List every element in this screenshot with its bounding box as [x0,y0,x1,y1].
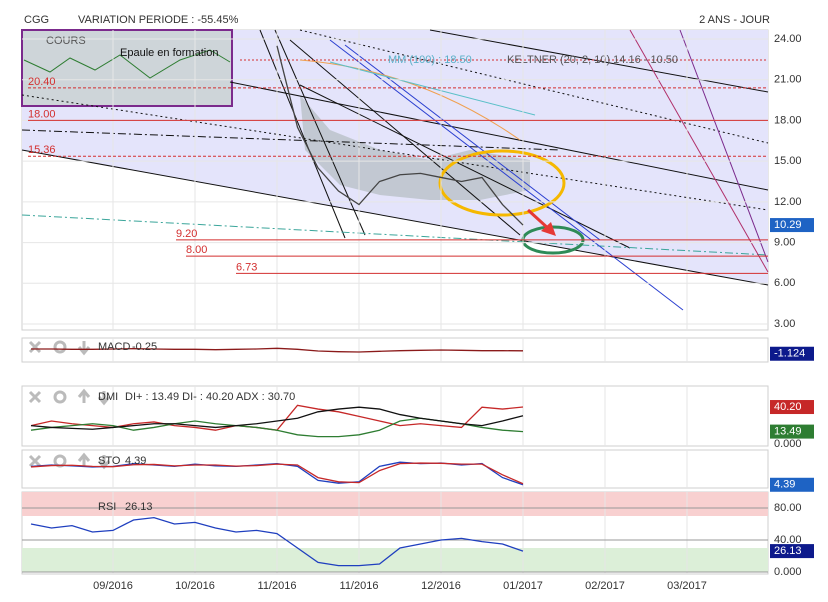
pane-header: -0.25 [132,341,157,353]
x-tick-label: 11/2016 [258,580,297,592]
highlight-ellipse [438,149,566,217]
drawings [21,29,769,311]
pane-title: MACD [98,341,130,353]
y-tick-label: 9.00 [774,236,795,248]
pane-title: STO [98,455,121,467]
blue-line [344,44,601,241]
last-value-box [770,477,814,492]
dotted-line [299,29,769,144]
legend-entry: COURS [46,35,86,47]
level-label: 15.36 [28,144,56,156]
last-value-label: 4.39 [774,479,795,491]
zone [22,492,768,516]
series-line [30,406,524,430]
x-tick-label: 09/2016 [93,580,133,592]
last-value-box [770,218,814,233]
series-line [31,347,524,353]
level-label: 18.00 [28,108,56,120]
pane-title: RSI [98,501,116,513]
last-value-label: 13.49 [774,426,802,438]
level-label: 9.20 [176,228,197,240]
level-label: 6.73 [236,261,257,273]
icons [28,388,111,406]
last-value-label: 10.29 [774,219,802,231]
series-line [30,516,524,567]
y-tick-label: 3.00 [774,318,795,330]
keltner-band [300,95,530,200]
pane-header: 4.39 [125,455,146,467]
pane-title: DMI [98,391,118,403]
dashdot-line [21,214,769,256]
pane-header: DI+ : 13.49 DI- : 40.20 ADX : 30.70 [125,391,295,403]
last-value-box [770,544,814,559]
last-value-box [770,346,814,361]
level-label: 8.00 [186,244,207,256]
x-tick-label: 03/2017 [667,580,707,592]
y-tick-label: 80.00 [774,502,802,514]
x-tick-label: 01/2017 [503,580,543,592]
mm100-curve [299,59,521,141]
y-tick-label: 40.00 [774,534,802,546]
y-tick-label: 12.00 [774,196,802,208]
pattern-box [21,29,233,107]
subtitle: VARIATION PERIODE : -55.45% [78,14,239,26]
level-label: 20.40 [28,76,56,88]
pink-line [629,29,769,273]
last-value-box [770,400,814,415]
indicator-label: MM (100) : 18.50 [388,54,472,66]
x-tick-label: 12/2016 [421,580,461,592]
y-tick-label: 15.00 [774,155,802,167]
x-tick-label: 11/2016 [340,580,379,592]
trend-line [229,81,769,191]
macd-pane [21,337,769,363]
chart-title: CGG [24,14,49,26]
last-value-box [770,424,814,439]
arrow-head [541,222,556,236]
inset-line [23,49,231,79]
teal-line [329,61,536,116]
last-value-label: 40.20 [774,401,802,413]
dmi-pane [21,385,769,447]
y-tick-label: 24.00 [774,33,802,45]
pane-header: 26.13 [125,501,153,513]
trend-line [21,149,769,286]
sto-pane [21,449,769,489]
series-line [276,45,524,226]
x-tick-label: 02/2017 [585,580,625,592]
y-tick-label: 21.00 [774,74,802,86]
indicator-label: KELTNER (20, 2, 10) 14.16 - 10.50 [507,54,678,66]
y-tick-label: 0.000 [774,438,802,450]
annotation: Epaule en formation [120,47,218,59]
trend-line [274,29,366,236]
period: 2 ANS - JOUR [699,14,770,26]
blue-line [329,39,684,311]
y-tick-label: 0.000 [774,566,802,578]
x-tick-label: 10/2016 [175,580,215,592]
trend-line [289,39,521,236]
last-value-label: -1.124 [774,348,805,360]
last-value-label: 26.13 [774,545,802,557]
dashdot-line [21,129,561,151]
y-tick-label: 6.00 [774,277,795,289]
dotted-line [21,94,769,211]
trend-line [429,29,769,93]
purple-line [679,29,769,263]
series-line [30,462,524,485]
y-tick-label: 18.00 [774,114,802,126]
trend-line [259,29,346,239]
